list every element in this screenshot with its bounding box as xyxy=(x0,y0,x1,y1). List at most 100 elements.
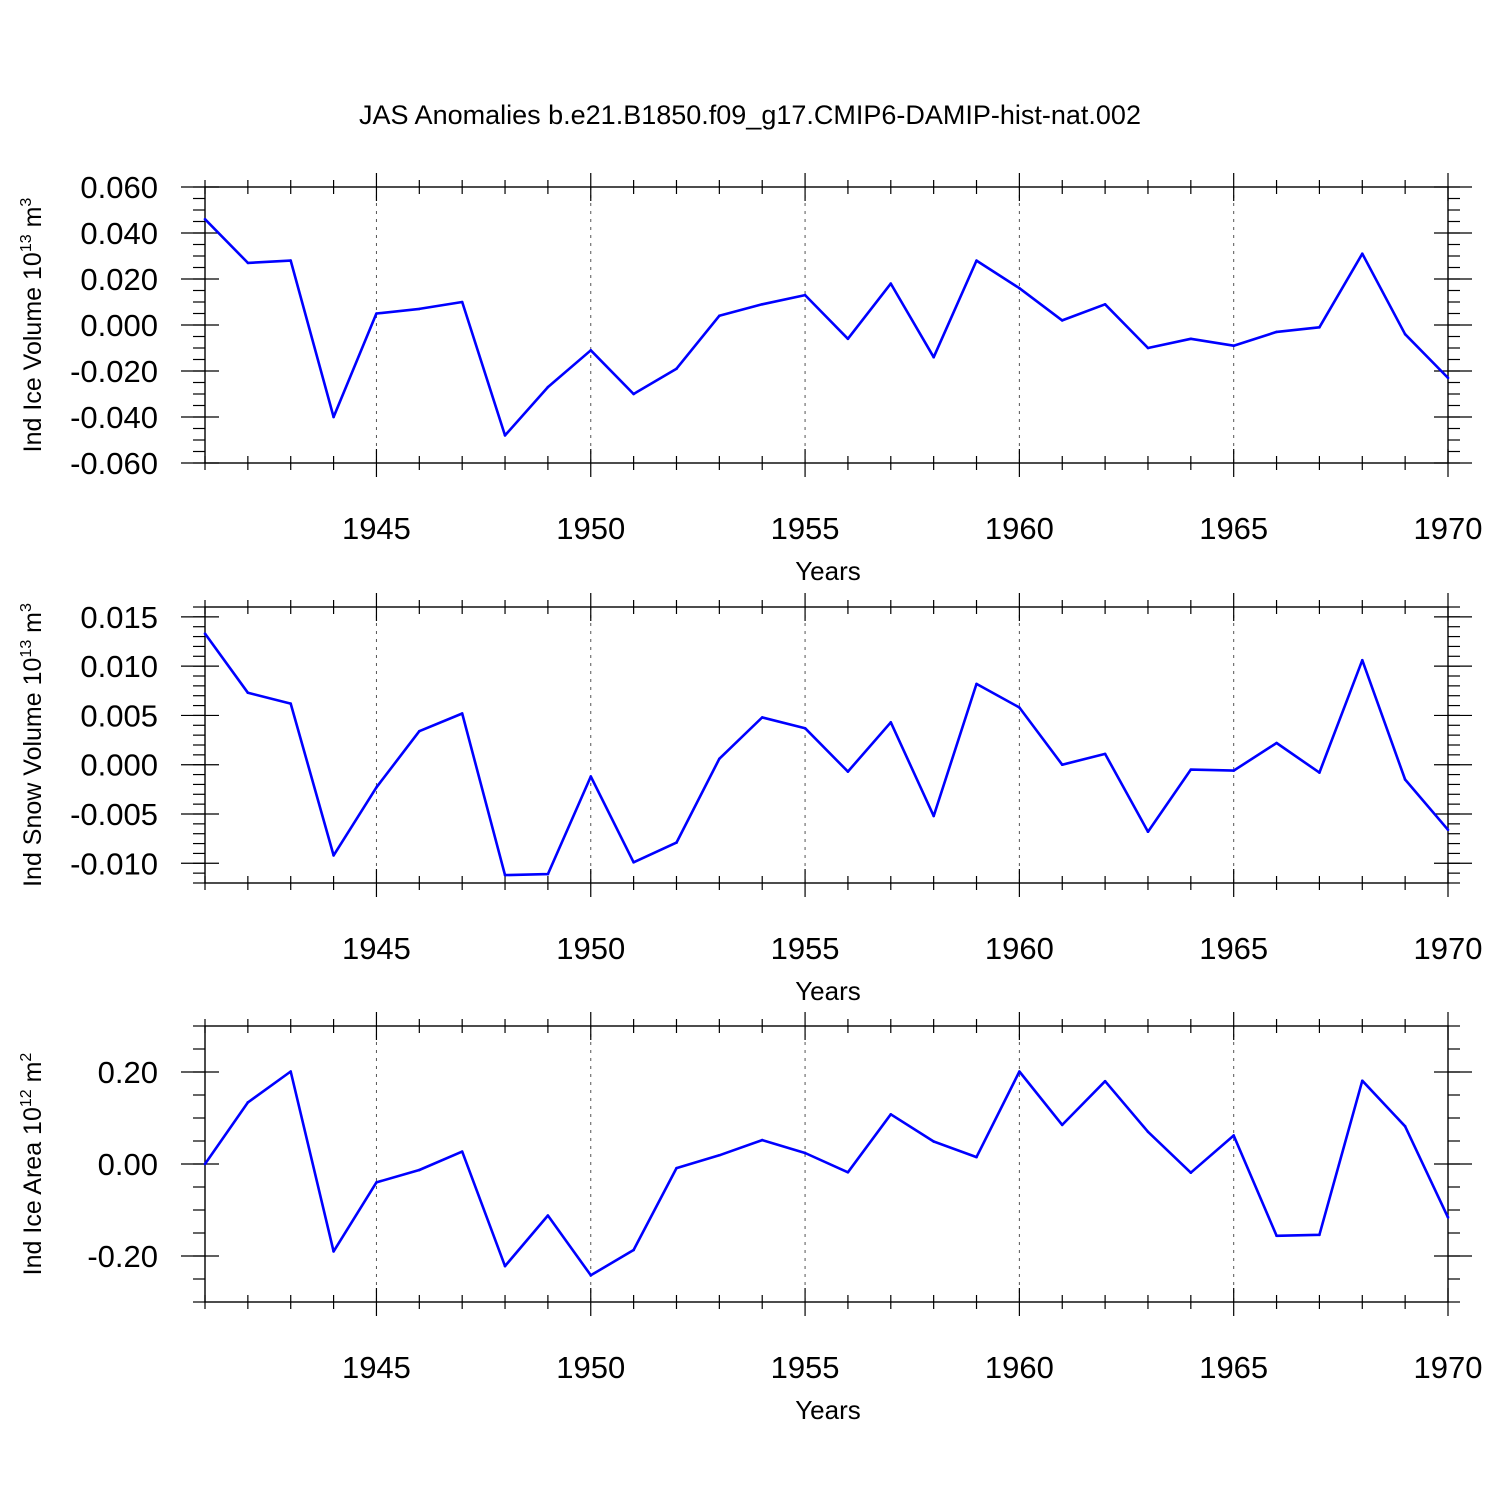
x-tick-label: 1955 xyxy=(771,511,840,546)
plot-frame xyxy=(204,606,1449,884)
x-tick-label: 1955 xyxy=(771,931,840,966)
y-tick-label: 0.015 xyxy=(80,600,158,635)
y-tick-label: 0.000 xyxy=(80,308,158,343)
data-point xyxy=(1275,330,1278,334)
data-point xyxy=(632,392,635,396)
data-point xyxy=(332,1250,335,1253)
data-point xyxy=(289,259,293,262)
data-point xyxy=(889,282,893,285)
data-point xyxy=(589,775,593,778)
x-tick-label: 1945 xyxy=(342,931,411,966)
y-axis-label-text: Ind Ice Area 10 xyxy=(19,1107,47,1275)
y-axis-label-text: m xyxy=(19,207,47,235)
y-tick-label: 0.060 xyxy=(80,170,158,205)
y-axis-label-text: m xyxy=(19,612,47,640)
data-point xyxy=(760,1138,764,1142)
data-point xyxy=(1446,828,1450,832)
y-axis-label: Ind Ice Volume 1013 m3 xyxy=(18,198,47,453)
x-axis-label: Years xyxy=(795,1395,861,1425)
y-tick-label: -0.020 xyxy=(70,354,158,389)
x-tick-label: 1970 xyxy=(1414,931,1483,966)
y-tick-label: -0.010 xyxy=(70,846,158,881)
data-point xyxy=(675,841,678,844)
data-point xyxy=(1318,771,1321,774)
data-point xyxy=(546,385,550,389)
data-point xyxy=(246,691,250,695)
data-point xyxy=(203,217,207,221)
y-tick-label: 0.000 xyxy=(80,748,158,783)
data-point xyxy=(589,1274,593,1277)
data-point xyxy=(718,757,721,761)
data-point xyxy=(1103,1079,1107,1083)
data-point xyxy=(1060,319,1064,322)
data-point xyxy=(1403,1124,1407,1128)
data-point xyxy=(418,729,421,733)
data-point xyxy=(932,355,935,359)
data-point xyxy=(1360,252,1364,255)
data-point xyxy=(1060,763,1064,767)
data-point xyxy=(246,261,250,265)
data-point xyxy=(1275,1234,1278,1238)
data-point xyxy=(760,716,764,719)
data-point xyxy=(760,303,764,306)
data-point xyxy=(1146,346,1150,350)
data-point xyxy=(375,1181,378,1184)
data-point xyxy=(975,682,978,686)
data-point xyxy=(1318,326,1321,329)
y-axis-label-text: Ind Ice Volume 10 xyxy=(19,252,47,452)
figure-title: JAS Anomalies b.e21.B1850.f09_g17.CMIP6-… xyxy=(359,100,1141,130)
y-axis-label-exponent: 2 xyxy=(18,1053,35,1062)
chart-panel-2: -0.010 -0.005 0.000 0.005 0.010 0.015 1945 1950… xyxy=(18,593,1482,1006)
data-point xyxy=(889,721,893,724)
data-point xyxy=(460,712,464,715)
data-point xyxy=(1146,830,1150,834)
data-point xyxy=(632,861,635,864)
x-tick-label: 1950 xyxy=(556,1350,625,1385)
y-tick-label: -0.060 xyxy=(70,446,158,481)
series-line xyxy=(203,1070,1450,1277)
data-point xyxy=(546,872,550,876)
data-point xyxy=(975,1155,978,1159)
x-tick-label: 1950 xyxy=(556,511,625,546)
data-point xyxy=(1189,768,1193,771)
data-point xyxy=(1060,1123,1064,1127)
x-axis-label: Years xyxy=(795,556,861,586)
data-point xyxy=(203,1162,207,1166)
data-point xyxy=(375,786,378,789)
x-tick-label: 1960 xyxy=(985,931,1054,966)
data-point xyxy=(418,1168,421,1172)
x-tick-label: 1965 xyxy=(1199,931,1268,966)
data-point xyxy=(1018,1070,1021,1073)
data-point xyxy=(1275,741,1278,745)
y-tick-label: -0.005 xyxy=(70,797,158,832)
x-tick-label: 1955 xyxy=(771,1350,840,1385)
y-axis-label-text: Ind Snow Volume 10 xyxy=(19,658,47,887)
data-point xyxy=(803,1151,807,1155)
data-point xyxy=(289,702,293,705)
data-point xyxy=(332,415,335,419)
data-point xyxy=(846,1170,850,1174)
data-point xyxy=(975,259,978,262)
y-tick-label: 0.005 xyxy=(80,698,158,733)
y-tick-label: 0.00 xyxy=(98,1147,158,1182)
data-point xyxy=(932,1140,935,1143)
x-tick-label: 1960 xyxy=(985,1350,1054,1385)
data-point xyxy=(1318,1233,1321,1237)
data-point xyxy=(546,1214,550,1217)
data-point xyxy=(675,1166,678,1170)
data-point xyxy=(1232,344,1235,348)
data-point xyxy=(1446,1216,1450,1219)
x-axis-label: Years xyxy=(795,976,861,1006)
data-point xyxy=(1103,752,1107,756)
chart-panel-1: -0.060 -0.040 -0.020 0.000 0.020 0.040 0.060 19… xyxy=(18,170,1482,586)
y-axis-label-exponent: 12 xyxy=(18,1089,35,1107)
x-tick-label: 1960 xyxy=(985,511,1054,546)
data-point xyxy=(889,1113,893,1116)
y-tick-label: 0.020 xyxy=(80,262,158,297)
data-point xyxy=(246,1101,250,1104)
y-tick-label: 0.040 xyxy=(80,216,158,251)
data-point xyxy=(503,1264,507,1268)
data-point xyxy=(460,300,464,304)
y-tick-label: 0.010 xyxy=(80,649,158,684)
data-point xyxy=(1360,658,1364,662)
